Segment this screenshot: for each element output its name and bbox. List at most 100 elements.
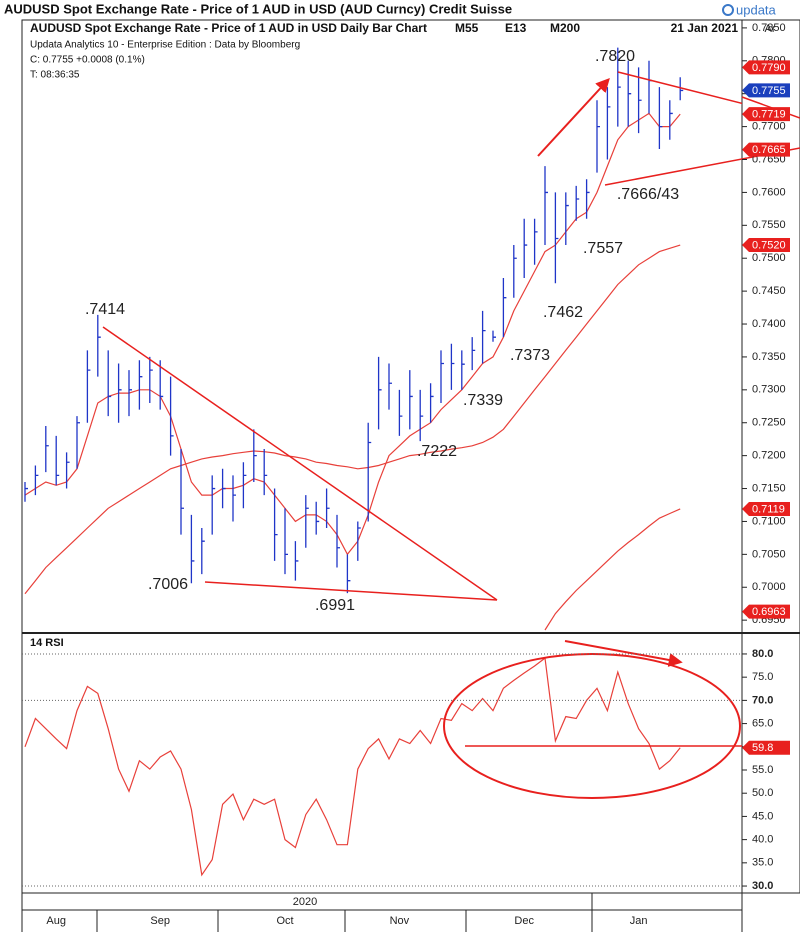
rsi-line: [24, 656, 681, 877]
frame: [21, 19, 800, 894]
axis-marker: 0.6963: [752, 606, 786, 618]
subtitle: AUDUSD Spot Exchange Rate - Price of 1 A…: [30, 21, 427, 35]
axis-marker-box: [742, 501, 790, 516]
price-bar: [273, 488, 278, 561]
y-tick-label: 40.0: [752, 834, 773, 846]
y-tick-label: 0.7250: [752, 417, 786, 429]
axis-marker: 0.7665: [752, 144, 786, 156]
y-tick-label: 0.7150: [752, 482, 786, 494]
price-bar: [523, 218, 528, 278]
axis-label: Ar: [765, 23, 776, 35]
y-tick-label: 0.7200: [752, 450, 786, 462]
month-separators: [96, 893, 593, 932]
y-tick-label: 0.7350: [752, 351, 786, 363]
x-tick-label: Nov: [390, 915, 410, 927]
price-bar: [429, 383, 434, 423]
x-tick-label: Oct: [276, 915, 293, 927]
rsi-marker: 59.8: [752, 742, 773, 754]
price-bar: [336, 514, 340, 568]
price-bar: [554, 192, 559, 284]
axis-marker: 0.7790: [752, 62, 786, 74]
y-tick-label: 70.0: [752, 694, 773, 706]
annotation: .6991: [315, 597, 355, 614]
y-tick-label: 45.0: [752, 810, 773, 822]
annotation: .7006: [148, 576, 188, 593]
y-tick-label: 0.7850: [752, 22, 786, 34]
axis-marker: 0.7119: [752, 503, 785, 515]
price-bar: [159, 360, 164, 410]
price-bar: [679, 77, 684, 101]
logo-icon: [722, 4, 734, 16]
y-tick-label: 0.7050: [752, 548, 786, 560]
price-bar: [24, 481, 28, 502]
chart-title: AUDUSD Spot Exchange Rate - Price of 1 A…: [4, 1, 512, 16]
x-tick-label: Dec: [514, 915, 534, 927]
price-bar: [513, 245, 517, 298]
y-tick-label: 75.0: [752, 671, 773, 683]
price-panel: [24, 47, 684, 631]
price-bar: [34, 465, 39, 496]
annotation: .7666/43: [617, 186, 679, 203]
arrow: [537, 77, 610, 157]
moving-average: [544, 508, 681, 631]
y-tick-label: 0.7400: [752, 318, 786, 330]
info: C: 0.7755 +0.0008 (0.1%): [30, 55, 145, 66]
price-bar: [575, 185, 580, 221]
price-bar: [544, 166, 548, 246]
price-bar: [305, 495, 309, 548]
rsi-title: 14 RSI: [30, 637, 64, 649]
price-bar: [169, 376, 174, 456]
x-tick-label: Jan: [630, 915, 648, 927]
legend-entry: E13: [505, 21, 527, 35]
price-bar: [346, 554, 351, 594]
price-bar: [585, 179, 590, 219]
price-bar: [533, 218, 538, 265]
price-bar: [471, 337, 476, 371]
annotation: .7222: [417, 443, 457, 460]
price-bar: [627, 60, 632, 127]
price-bar: [86, 350, 91, 423]
annotation: .7414: [85, 301, 125, 318]
axis-marker-box: [742, 238, 790, 253]
price-bar: [180, 449, 184, 535]
axis-marker-box: [742, 107, 790, 122]
price-bar: [325, 488, 330, 529]
moving-average: [24, 112, 681, 556]
y-tick-label: 30.0: [752, 880, 773, 892]
y-tick-label: 80.0: [752, 648, 773, 660]
price-bar: [253, 429, 257, 482]
price-bar: [409, 370, 413, 430]
x-tick-label: Sep: [150, 915, 170, 927]
price-bar: [357, 521, 361, 561]
y-tick-label: 35.0: [752, 857, 773, 869]
annotation: .7820: [595, 48, 635, 65]
price-bar: [117, 363, 122, 423]
info: T: 08:36:35: [30, 70, 80, 81]
price-bar: [596, 100, 600, 173]
axis-marker-box: [742, 604, 790, 619]
price-bar: [377, 356, 382, 430]
info: Updata Analytics 10 - Enterprise Edition…: [30, 40, 300, 51]
y-tick-label: 55.0: [752, 764, 773, 776]
y-tick-label: 0.7300: [752, 384, 786, 396]
price-bar: [492, 330, 496, 342]
price-bar: [190, 514, 195, 584]
price-bar: [138, 360, 143, 410]
y-tick-label: 0.7450: [752, 285, 786, 297]
y-tick-label: 0.7700: [752, 121, 786, 133]
y-tick-label: 50.0: [752, 787, 773, 799]
price-bar: [201, 528, 205, 575]
price-bar: [481, 310, 486, 364]
price-bar: [398, 389, 403, 436]
legend-entry: M200: [550, 21, 580, 35]
price-bar: [76, 416, 80, 469]
price-bar: [149, 356, 153, 403]
rsi-marker-box: [742, 740, 790, 755]
annotation: .7557: [583, 240, 623, 257]
axis-marker: 0.7719: [752, 109, 786, 121]
moving-average: [24, 244, 681, 595]
annotation: .7373: [510, 347, 550, 364]
y-tick-label: 0.7100: [752, 515, 786, 527]
price-bar: [294, 541, 299, 581]
year-label: 2020: [293, 896, 317, 908]
